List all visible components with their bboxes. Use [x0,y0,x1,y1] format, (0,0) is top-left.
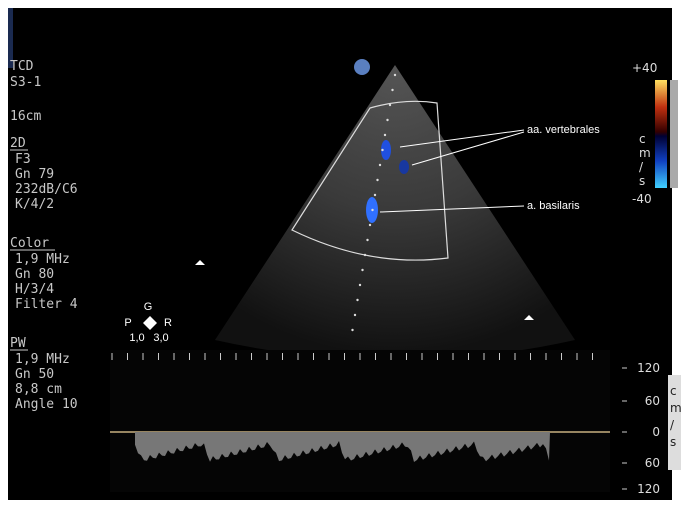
doppler-tick-label: 60 [645,456,660,470]
scale-bottom: -40 [632,192,652,206]
section-line: Gn 50 [15,367,54,382]
orientation-value: 3,0 [153,332,168,344]
color-bar [655,80,667,188]
depth-dot [368,223,372,227]
orientation-label: G [144,301,153,313]
edge-marker [8,8,13,68]
doppler-waveform [135,432,550,463]
orientation-label: P [124,317,131,329]
scale-unit: / [639,160,644,174]
doppler-tick-label: 60 [645,394,660,408]
depth-dot [358,283,362,287]
depth-dot [356,298,359,302]
marker [524,315,534,320]
depth-dot [383,133,387,137]
scale-unit: s [639,174,645,188]
depth: 16cm [10,109,41,124]
section-title: Color [10,236,49,251]
mode: TCD [10,59,34,74]
section-title: PW [10,336,26,351]
section-line: 1,9 MHz [15,352,70,367]
depth-dot [388,103,392,107]
section-line: 8,8 cm [15,382,62,397]
orientation-label: R [164,317,172,329]
depth-dot [391,88,394,92]
unit-box [668,375,681,470]
depth-dot [376,178,379,182]
section-line: K/4/2 [15,197,54,212]
depth-dot [353,313,357,317]
depth-dot [386,118,389,122]
doppler-tick-label: 120 [637,482,660,496]
depth-dot [363,253,367,257]
section-line: F3 [15,152,31,167]
depth-dot [351,328,354,332]
depth-dot [371,208,374,212]
section-title: 2D [10,136,26,151]
scale-unit: m [639,146,651,160]
marker [195,260,205,265]
scale-top: +40 [632,61,657,75]
doppler-unit: / [670,418,675,432]
depth-dot [361,268,364,272]
probe-icon [354,59,370,75]
flow-signal [399,160,409,174]
section-line: Angle 10 [15,397,78,412]
depth-dot [381,148,384,152]
depth-dot [393,73,397,77]
section-line: Filter 4 [15,297,78,312]
doppler-unit: m [670,401,681,415]
flow-signal [381,140,391,160]
section-line: H/3/4 [15,282,54,297]
section-line: 232dB/C6 [15,182,78,197]
orientation-icon [143,316,157,330]
depth-dot [366,238,369,242]
sector-image [215,65,575,360]
section-line: Gn 80 [15,267,54,282]
time-ticks [111,353,593,360]
doppler-unit: s [670,435,676,449]
section-line: Gn 79 [15,167,54,182]
doppler-tick-label: 0 [652,425,660,439]
depth-dot [373,193,377,197]
orientation-value: 1,0 [129,332,144,344]
doppler-unit: c [670,384,677,398]
doppler-tick-label: 120 [637,361,660,375]
probe: S3-1 [10,75,41,90]
doppler-area [110,350,610,492]
scale-unit: c [639,132,646,146]
depth-dot [378,163,382,167]
annotation-arrows [379,129,525,213]
color-box [291,100,449,261]
annotation: a. basilaris [527,200,580,212]
section-line: 1,9 MHz [15,252,70,267]
gray-bar [670,80,678,188]
annotation: aa. vertebrales [527,124,600,136]
